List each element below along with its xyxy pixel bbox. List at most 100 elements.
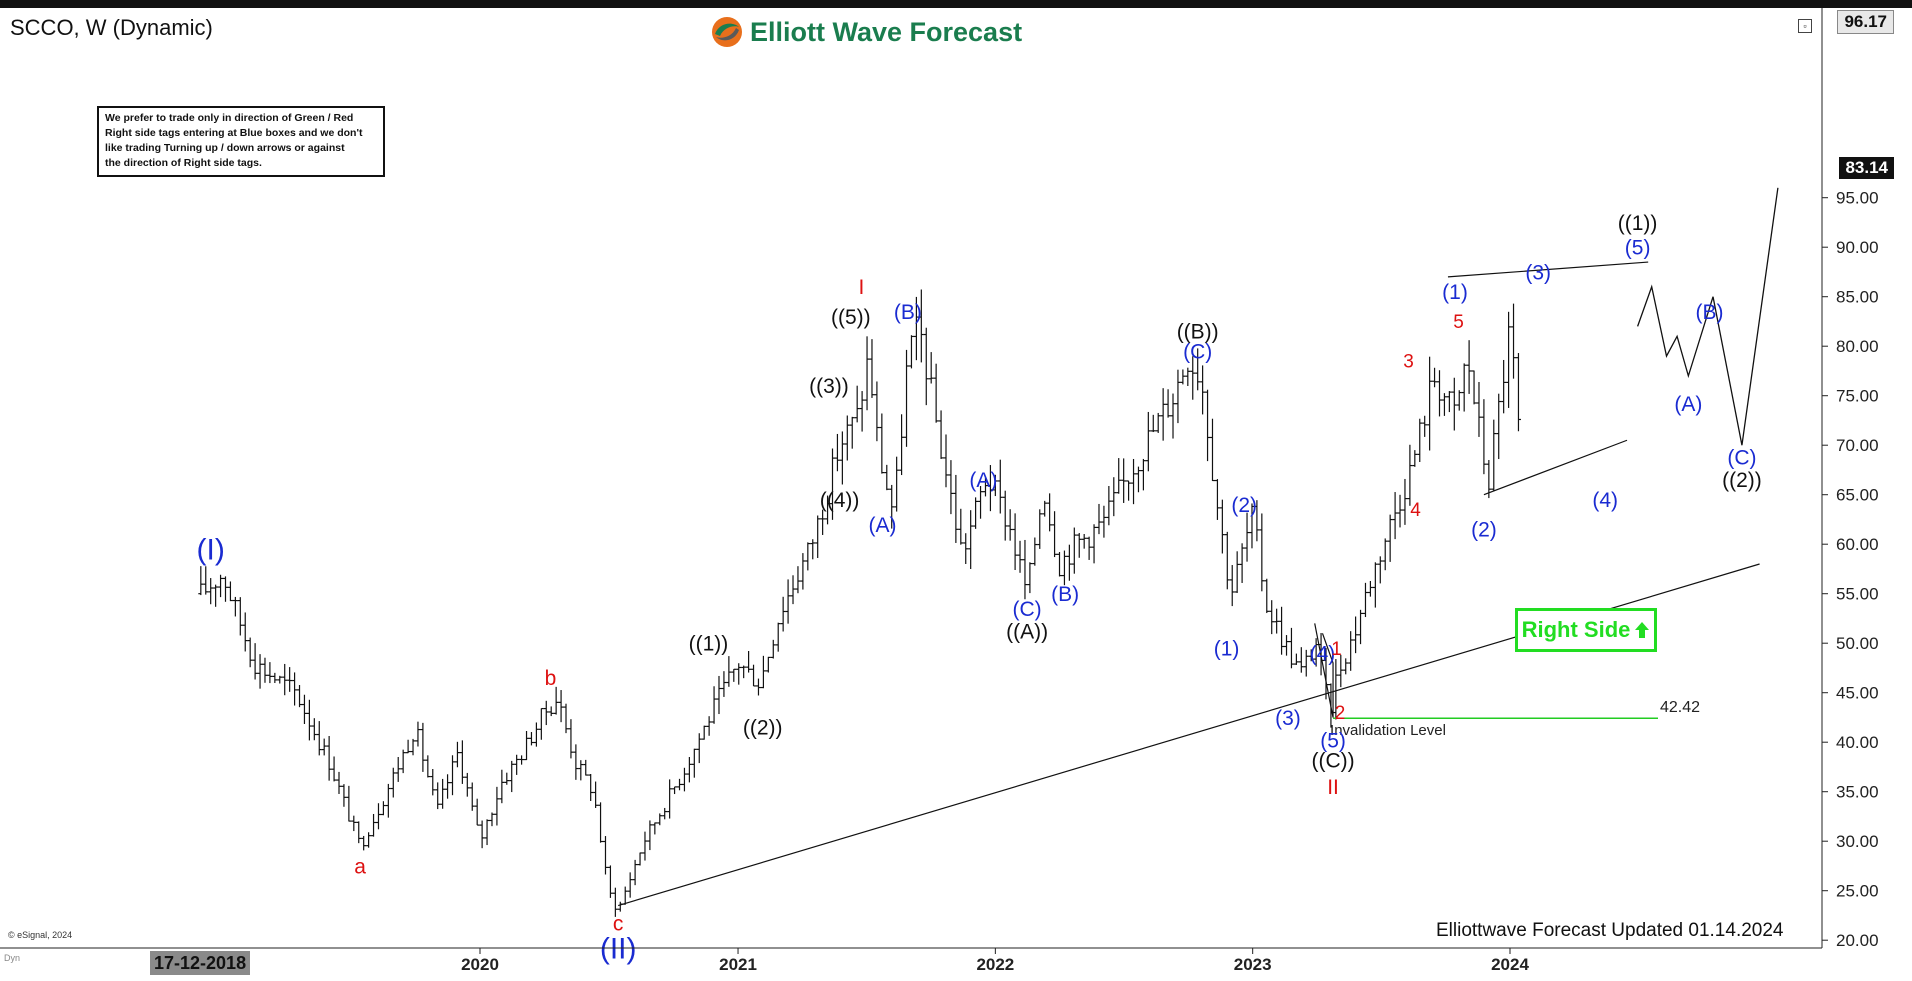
ohlc-bar [928,352,934,384]
wave-label: (C) [1183,341,1212,364]
wave-label: (A) [969,469,997,492]
ohlc-bar [1274,608,1280,634]
ohlc-bar [1244,512,1250,562]
ohlc-bar [992,474,998,497]
ohlc-bar [884,464,890,491]
wave-label: ((B)) [1177,321,1219,344]
ohlc-bar [879,413,885,474]
ohlc-bar [479,820,485,849]
ohlc-bar [844,415,850,461]
ohlc-bar [568,719,574,759]
ohlc-bar [780,596,786,632]
trading-note: We prefer to trade only in direction of … [97,106,385,177]
ohlc-bar [1205,389,1211,462]
minimize-icon[interactable]: ▫ [1798,19,1812,33]
wave-label: (5) [1320,730,1346,753]
ohlc-bar [691,748,697,778]
ohlc-bar [1284,635,1290,656]
wave-label: ((A)) [1006,621,1048,644]
ohlc-bar [1126,480,1132,501]
wave-label: 5 [1453,312,1464,333]
y-tick-label: 60.00 [1836,535,1879,554]
ohlc-bar [326,736,332,781]
note-line: Right side tags entering at Blue boxes a… [105,127,363,139]
wave-label: ((3)) [809,375,849,398]
ohlc-bar [1165,389,1171,418]
ohlc-bar [672,786,678,795]
ohlc-bar [1057,552,1063,577]
ohlc-bar [1037,509,1043,549]
ohlc-bar [356,821,362,844]
ohlc-bar [405,739,411,754]
ohlc-bar [1195,348,1201,391]
ohlc-bar [1491,419,1497,492]
x-tick-label: 2020 [461,955,499,974]
wave-label: ((5)) [831,306,871,329]
wave-label: II [1327,776,1339,799]
ohlc-bar [292,672,298,706]
ohlc-bar [1348,631,1354,671]
y-tick-label: 45.00 [1836,684,1879,703]
wave-label: (4) [1310,642,1336,665]
y-tick-label: 50.00 [1836,634,1879,653]
ohlc-bar [450,755,456,796]
ohlc-bar [864,336,870,411]
ohlc-bar [1106,486,1112,526]
ohlc-bar [232,596,238,617]
ohlc-bar [765,656,771,673]
copyright: © eSignal, 2024 [8,930,73,940]
ohlc-bar [499,769,505,804]
ohlc-bar [1214,479,1220,520]
ohlc-bar [627,872,633,898]
ohlc-bar [859,391,865,432]
ohlc-bar [1496,393,1502,460]
ohlc-bar [1269,600,1275,635]
ohlc-bar [1140,458,1146,491]
ohlc-bar [445,774,451,799]
ohlc-bar [632,859,638,886]
wave-label: 4 [1410,500,1421,521]
ohlc-bar [306,699,312,741]
wave-label: (A) [1674,393,1702,416]
ohlc-bar [874,381,880,442]
ohlc-bar [208,578,214,605]
ohlc-bar [1511,303,1517,379]
wave-label: 3 [1403,352,1414,373]
ohlc-bar [410,738,416,756]
ohlc-bar [1279,606,1285,655]
ohlc-bar [1002,490,1008,541]
ohlc-bar [489,812,495,827]
ohlc-bar [1476,381,1482,437]
ohlc-bar [1012,513,1018,571]
ohlc-bar [731,668,737,682]
ohlc-bar [973,497,979,529]
ohlc-bar [469,782,475,811]
symbol-label: SCCO, W (Dynamic) [10,15,213,40]
ohlc-bar [430,769,436,796]
ohlc-bar [795,566,801,594]
ohlc-bar [800,553,806,590]
ohlc-bar [1091,524,1097,564]
ohlc-bar [301,694,307,724]
x-tick-label: 2023 [1234,955,1272,974]
ohlc-bar [612,887,618,917]
ohlc-bar [1288,627,1294,669]
ohlc-bar [607,865,613,898]
ohlc-bar [395,757,401,782]
ohlc-bar [573,744,579,780]
diagonal-lower-line [1483,439,1628,496]
ohlc-bar [583,759,589,776]
ohlc-bar [331,756,337,782]
ohlc-bar [203,566,209,595]
ohlc-bar [1032,537,1038,566]
invalidation-value-label: 42.42 [1660,699,1700,716]
ohlc-bar [706,716,712,736]
ohlc-bar [657,813,663,826]
ohlc-bar [1190,356,1196,400]
ohlc-bar [667,779,673,819]
ohlc-bar [533,722,539,747]
y-tick-label: 25.00 [1836,882,1879,901]
ohlc-bar [262,657,268,683]
ohlc-bar [1451,377,1457,431]
